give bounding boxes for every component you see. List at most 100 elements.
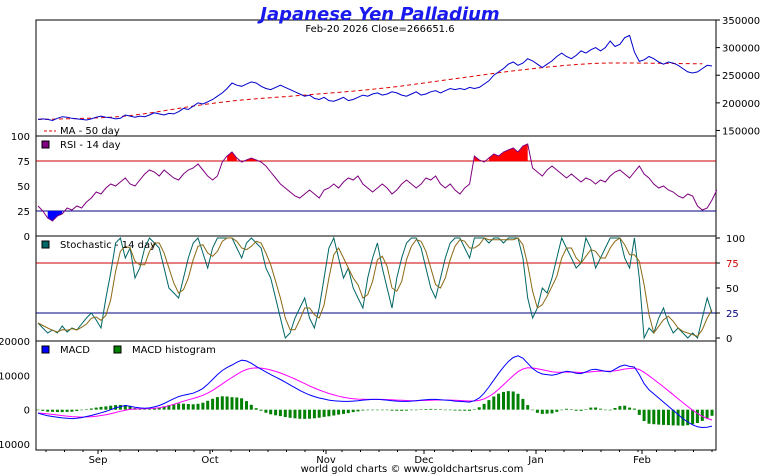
macd-hist-bar (172, 404, 176, 410)
macd-hist-bar (395, 409, 399, 411)
macd-axis-label: 10000 (0, 371, 30, 382)
macd-hist-bar (458, 409, 462, 411)
macd-signal-line (37, 367, 713, 421)
macd-hist-bar (468, 409, 471, 411)
stoch-legend-label: Stochastic - 14 day (60, 240, 156, 251)
panel-frames (35, 19, 717, 451)
macd-hist-bar (65, 409, 69, 412)
macd-hist-bar (327, 409, 331, 417)
macd-hist-bar (235, 397, 239, 410)
macd-hist-bar (429, 408, 433, 410)
rsi-oversold-fill (47, 211, 63, 221)
macd-hist-bar (191, 404, 195, 410)
level-lines (36, 160, 716, 314)
macd-hist-bar (80, 409, 84, 411)
macd-hist-bar (482, 403, 486, 410)
price-tick-label: 250000 (722, 71, 760, 82)
macd-hist-bar (671, 409, 675, 426)
macd-hist-bar (152, 408, 156, 410)
macd-hist-bar (41, 409, 45, 411)
macd-hist-bar (584, 409, 588, 410)
macd-hist-bar (686, 409, 690, 426)
macd-hist-bar (472, 409, 476, 410)
macd-hist-bar (356, 409, 360, 412)
macd-hist-bar (322, 409, 326, 417)
macd-hist-bar (182, 403, 185, 410)
macd-hist-bar (269, 409, 273, 415)
macd-hist-bar (283, 409, 287, 417)
rsi-overbought-fill (246, 158, 257, 161)
macd-hist-bar (487, 400, 491, 410)
month-label: Nov (316, 455, 336, 466)
price-tick-label: 350000 (722, 16, 760, 27)
macd-hist-bar (521, 398, 525, 410)
macd-hist-bar (75, 409, 79, 411)
stoch-tick-label: 100 (726, 234, 745, 245)
ma50-line (38, 62, 703, 120)
macd-hist-bar (157, 407, 161, 410)
macd-hist-bar (264, 409, 268, 413)
macd-hist-bar (186, 404, 190, 410)
macd-hist-bar (589, 407, 593, 410)
axis-labels: 3500003000002500002000001500001007550250… (0, 16, 760, 466)
macd-hist-bar (560, 409, 564, 411)
stoch-d-line (37, 237, 713, 337)
month-label: Oct (201, 455, 218, 466)
macd-hist-bar (613, 408, 617, 410)
macd-hist-bar (657, 409, 661, 425)
macd-legend-label: MACD (60, 345, 90, 356)
macd-hist-bar (303, 409, 307, 419)
price-tick-label: 150000 (722, 126, 760, 137)
macd-hist-bar (594, 407, 598, 410)
rsi-axis-label: 75 (17, 157, 30, 168)
macd-hist-bar (409, 409, 413, 411)
macd-hist-bar (274, 409, 278, 416)
stoch-legend-swatch (41, 240, 50, 249)
macd-axis-label: 0 (24, 406, 30, 417)
price-tick-label: 300000 (722, 44, 760, 55)
macd-hist-bar (695, 409, 699, 423)
macd-hist-bar (599, 408, 602, 410)
macd-hist-bar (662, 409, 665, 425)
macd-hist-bar (676, 409, 680, 426)
macd-hist-bar (705, 409, 709, 419)
macd-hist-bar (545, 409, 549, 414)
macd-hist-bar (317, 409, 321, 418)
macd-hist-bar (46, 409, 50, 412)
legends: MA - 50 day RSI - 14 day Stochastic - 14 d… (41, 126, 216, 356)
macd-axis-label: 20000 (0, 337, 30, 348)
macd-hist-bar (55, 409, 59, 412)
rsi-line (37, 143, 718, 222)
macd-hist-bar (555, 409, 559, 412)
macd-hist-bar (535, 409, 539, 413)
ma-legend-label: MA - 50 day (60, 126, 120, 137)
stoch-tick-label: 25 (726, 309, 739, 320)
macd-hist-bar (177, 403, 181, 410)
macd-legend-swatch (41, 345, 50, 354)
macd-hist-bar (618, 406, 622, 410)
macd-hist-bar (346, 409, 350, 414)
macd-hist-bar (361, 409, 365, 411)
macd-hist-bar (579, 409, 583, 411)
macd-hist-bar (443, 409, 447, 411)
macd-hist-bar (366, 409, 370, 411)
macd-hist-bar (298, 409, 302, 419)
macd-hist-bar (123, 405, 127, 410)
macd-hist-bar (628, 407, 632, 410)
macd-hist-bar (405, 409, 408, 411)
macd-hist-bar (400, 409, 404, 411)
macd-hist-bar (240, 398, 244, 410)
macd-hist-bar (497, 393, 501, 410)
macd-hist-bar (104, 406, 108, 410)
chart-title: Japanese Yen Palladium (257, 4, 499, 25)
rsi-legend-swatch (41, 140, 50, 149)
macd-hist-bar (162, 406, 166, 410)
month-label: Jan (527, 455, 543, 466)
macd-hist-bar (565, 408, 568, 410)
macd-hist-bar (540, 409, 544, 414)
macd-hist-bar (196, 403, 200, 410)
macd-hist-bar (691, 409, 695, 425)
macd-hist-bar (608, 409, 612, 411)
macd-hist-bar (230, 397, 234, 410)
